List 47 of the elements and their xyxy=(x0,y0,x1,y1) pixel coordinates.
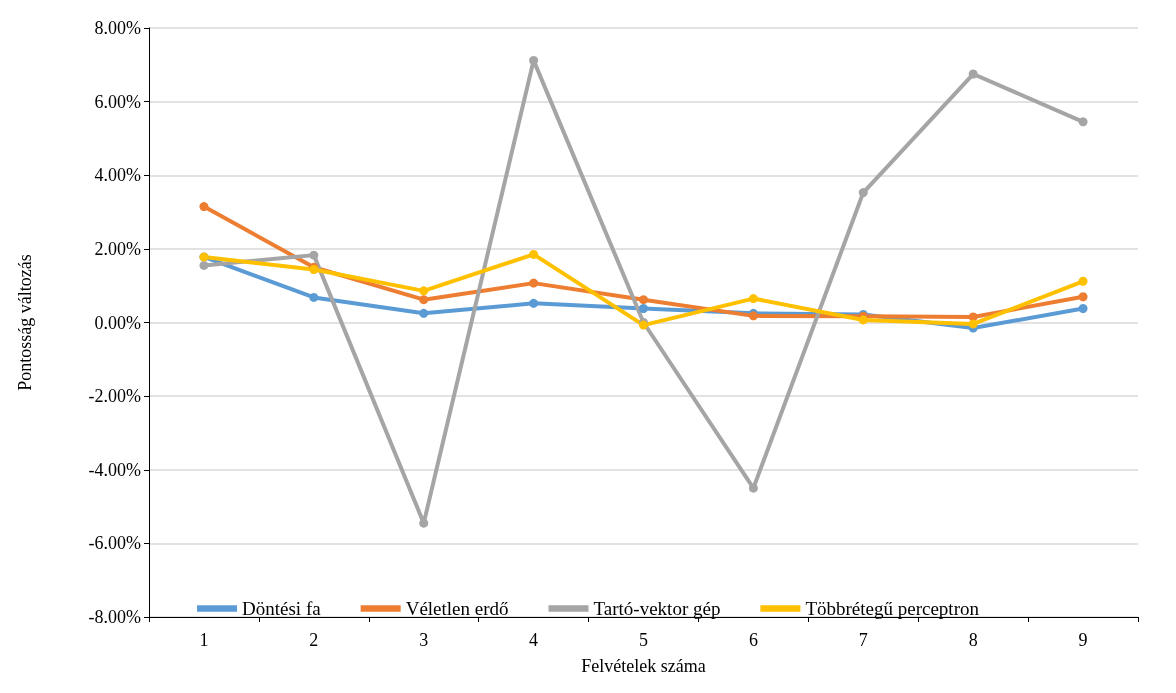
y-tick-label: -8.00% xyxy=(88,607,141,627)
point xyxy=(529,298,539,308)
point xyxy=(858,188,868,198)
point xyxy=(639,295,648,305)
point xyxy=(419,308,429,318)
point xyxy=(858,315,868,325)
legend-label: Tartó-vektor gép xyxy=(593,598,721,619)
point xyxy=(1078,292,1088,302)
legend-label: Többrétegű perceptron xyxy=(805,598,980,619)
y-tick-label: -4.00% xyxy=(88,459,141,480)
point xyxy=(199,202,209,212)
point xyxy=(1078,304,1088,314)
x-tick-label: 4 xyxy=(529,630,539,650)
point xyxy=(748,294,758,304)
point xyxy=(529,55,539,65)
x-tick-label: 9 xyxy=(1078,630,1088,650)
y-tick-label: -6.00% xyxy=(88,533,141,554)
point xyxy=(639,304,648,314)
point xyxy=(529,249,539,259)
x-tick-label: 5 xyxy=(639,630,648,650)
point xyxy=(529,278,539,288)
x-tick-label: 1 xyxy=(199,630,209,650)
x-axis-title: Felvételek száma xyxy=(581,656,706,676)
point xyxy=(968,69,978,79)
x-tick-label: 7 xyxy=(858,630,868,650)
point xyxy=(419,295,429,305)
point xyxy=(968,319,978,329)
point xyxy=(1078,276,1088,286)
x-tick-label: 8 xyxy=(968,630,978,650)
x-tick-label: 2 xyxy=(309,630,319,650)
y-tick-label: 2.00% xyxy=(94,238,141,259)
y-tick-label: 4.00% xyxy=(94,165,141,186)
y-tick-label: 8.00% xyxy=(94,18,141,38)
y-tick-label: 0.00% xyxy=(94,312,141,333)
point xyxy=(309,250,319,260)
y-axis-title: Pontosság változás xyxy=(15,254,35,391)
point xyxy=(419,286,429,296)
legend-label: Véletlen erdő xyxy=(405,598,509,619)
y-tick-label: -2.00% xyxy=(88,386,141,407)
legend-label: Döntési fa xyxy=(242,598,322,619)
point xyxy=(199,260,209,270)
point xyxy=(1078,117,1088,127)
point xyxy=(419,518,429,528)
x-tick-label: 6 xyxy=(748,630,758,650)
point xyxy=(309,292,319,302)
x-tick-label: 3 xyxy=(419,630,429,650)
y-tick-label: 6.00% xyxy=(94,91,141,112)
